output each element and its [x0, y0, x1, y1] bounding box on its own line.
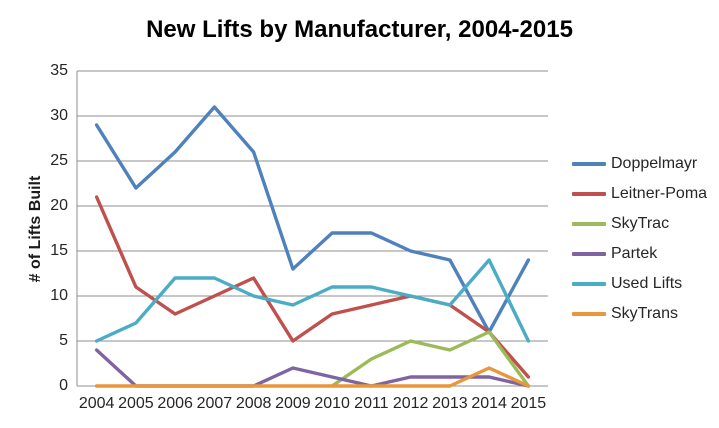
- y-tick-label: 20: [50, 197, 68, 214]
- y-tick-label: 35: [50, 62, 68, 79]
- x-tick-label: 2012: [392, 395, 429, 412]
- legend-label: Leitner-Poma: [611, 185, 708, 202]
- y-tick-label: 30: [50, 107, 68, 124]
- x-tick-label: 2008: [235, 395, 272, 412]
- x-tick-label: 2014: [471, 395, 507, 412]
- legend-item-skytrac: SkyTrac: [572, 209, 707, 239]
- legend-item-skytrans: SkyTrans: [572, 299, 707, 329]
- legend: Doppelmayr Leitner-Poma SkyTrac Partek Used …: [572, 149, 707, 329]
- chart-title: New Lifts by Manufacturer, 2004-2015: [146, 16, 573, 43]
- legend-swatch-leitner-poma: [572, 192, 606, 196]
- legend-label: SkyTrac: [611, 215, 670, 232]
- series-line-leitner-poma: [94, 195, 531, 379]
- x-tick-label: 2011: [354, 395, 389, 412]
- y-tick-label: 0: [59, 377, 68, 394]
- legend-swatch-used-lifts: [572, 282, 606, 286]
- series-line-skytrac: [330, 330, 531, 388]
- legend-swatch-skytrac: [572, 222, 606, 226]
- x-tick-label: 2009: [275, 395, 311, 412]
- x-tick-label: 2006: [157, 395, 193, 412]
- legend-item-leitner-poma: Leitner-Poma: [572, 179, 707, 209]
- legend-swatch-partek: [572, 252, 606, 256]
- x-tick-label: 2007: [196, 395, 233, 412]
- legend-item-used-lifts: Used Lifts: [572, 269, 707, 299]
- y-tick-label: 5: [59, 332, 68, 349]
- legend-label: Partek: [611, 245, 658, 262]
- legend-swatch-skytrans: [572, 312, 606, 316]
- series-line-skytrans: [94, 366, 531, 388]
- series-line-used-lifts: [94, 258, 531, 343]
- x-tick-label: 2004: [78, 395, 115, 412]
- legend-label: Doppelmayr: [611, 155, 698, 172]
- y-tick-label: 10: [50, 287, 68, 304]
- x-tick-label: 2013: [432, 395, 468, 412]
- y-tick-label: 25: [50, 152, 68, 169]
- x-tick-label: 2015: [510, 395, 547, 412]
- legend-item-partek: Partek: [572, 239, 707, 269]
- series-line-doppelmayr: [94, 105, 531, 334]
- legend-swatch-doppelmayr: [572, 162, 606, 166]
- y-tick-label: 15: [50, 242, 68, 259]
- legend-label: SkyTrans: [611, 305, 678, 322]
- x-tick-label: 2005: [118, 395, 154, 412]
- legend-label: Used Lifts: [611, 275, 683, 292]
- legend-item-doppelmayr: Doppelmayr: [572, 149, 707, 179]
- x-tick-label: 2010: [314, 395, 350, 412]
